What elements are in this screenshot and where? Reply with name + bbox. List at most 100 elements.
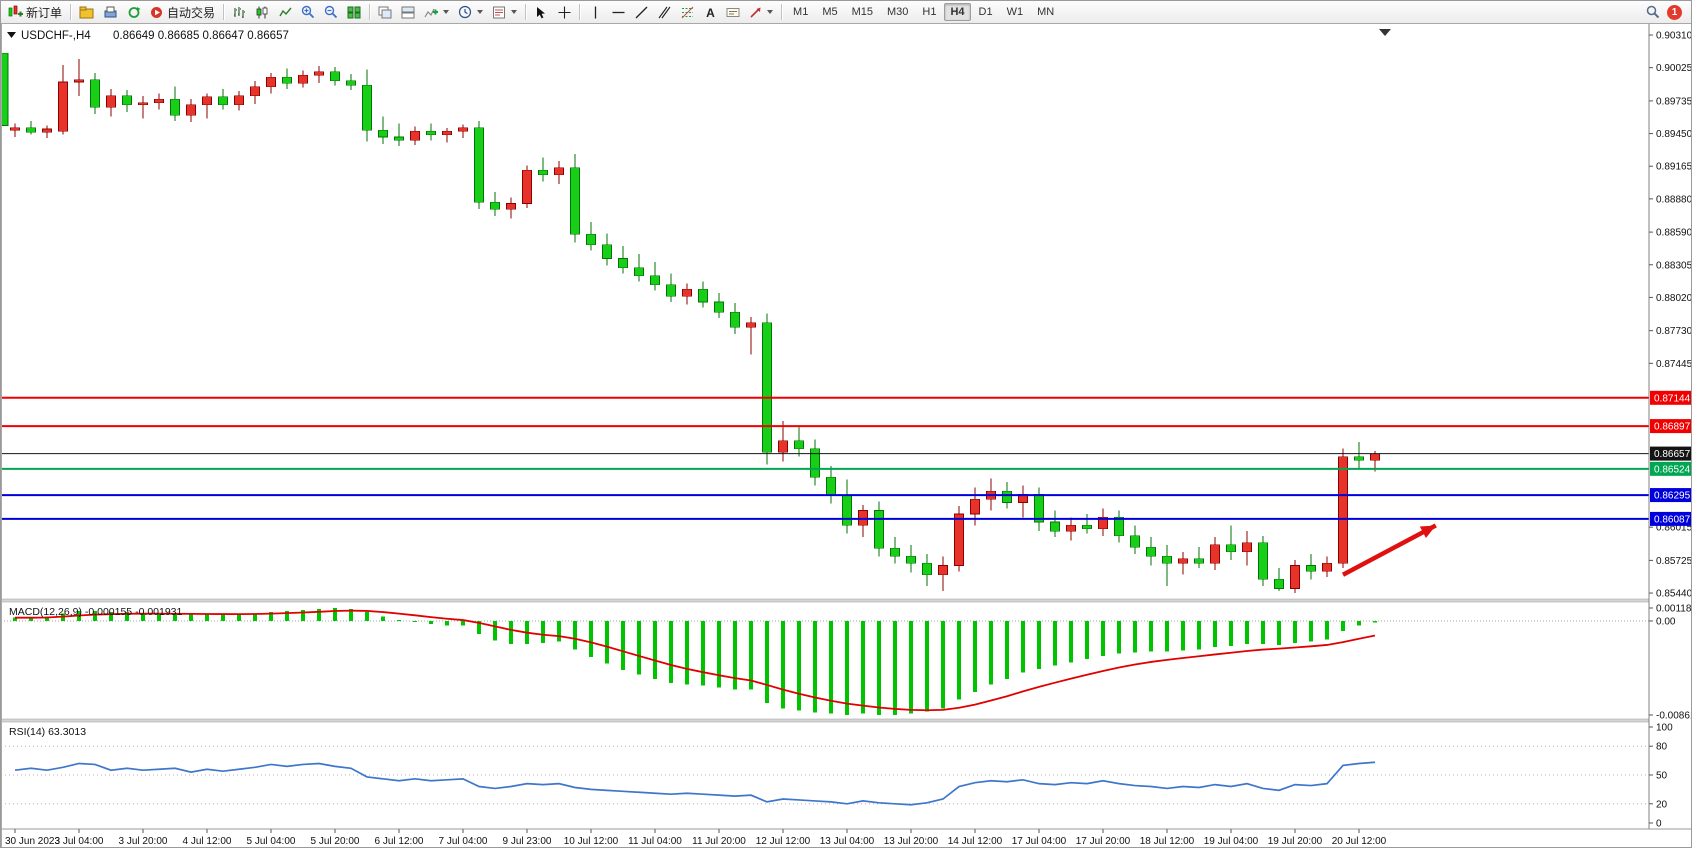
price-tag-label: 0.86087 — [1654, 514, 1691, 525]
candle — [746, 322, 756, 328]
price-axis-label: 0.89735 — [1656, 96, 1692, 107]
timeframe-button-H4[interactable]: H4 — [944, 3, 971, 21]
timeframe-button-MN[interactable]: MN — [1031, 3, 1060, 21]
horizontal-line-objects[interactable] — [1, 396, 1649, 520]
cursor-tool-button[interactable] — [530, 2, 552, 22]
zoom-out-button[interactable] — [320, 2, 342, 22]
autotrading-label: 自动交易 — [167, 5, 216, 20]
pane-separator[interactable] — [1, 718, 1692, 723]
cascade-windows-icon — [378, 6, 392, 18]
notification-badge[interactable]: 1 — [1667, 4, 1682, 20]
templates-dropdown-caret[interactable] — [511, 10, 518, 14]
arrows-dropdown-caret[interactable] — [767, 10, 774, 14]
tile-windows-button[interactable] — [343, 2, 365, 22]
candle — [666, 284, 676, 297]
search-button[interactable] — [1642, 2, 1664, 22]
chart-profile-button[interactable] — [75, 2, 98, 22]
crosshair-tool-button[interactable] — [553, 2, 575, 22]
chart-shift-marker[interactable] — [1379, 29, 1391, 36]
timeframe-button-D1[interactable]: D1 — [973, 3, 999, 21]
candle — [618, 258, 628, 268]
timeframe-button-H1[interactable]: H1 — [916, 3, 942, 21]
toolbar-separator — [525, 4, 527, 20]
price-tag-label: 0.86657 — [1654, 449, 1691, 460]
time-axis-label: 3 Jul 20:00 — [119, 836, 168, 847]
candle — [378, 129, 388, 138]
zoom-in-button[interactable] — [297, 2, 319, 22]
time-axis-label: 13 Jul 04:00 — [820, 836, 875, 847]
candle — [954, 513, 964, 566]
timeframe-button-M1[interactable]: M1 — [787, 3, 814, 21]
one-click-trading-toggle[interactable] — [7, 32, 16, 38]
macd-axis-label: -0.008615 — [1656, 711, 1692, 722]
macd-axis-label: 0.001187 — [1656, 604, 1692, 615]
text-label-tool-button[interactable] — [722, 2, 744, 22]
time-axis-label: 19 Jul 04:00 — [1204, 836, 1259, 847]
price-axis-label: 0.88020 — [1656, 293, 1692, 304]
candle — [218, 96, 228, 106]
toolbar-separator — [223, 4, 225, 20]
candlestick-chart-button[interactable] — [251, 2, 273, 22]
vertical-line-tool-button[interactable] — [584, 2, 606, 22]
trend-arrow[interactable] — [1341, 523, 1437, 577]
bar-chart-button[interactable] — [228, 2, 250, 22]
timeframe-button-M15[interactable]: M15 — [846, 3, 879, 21]
candle — [266, 77, 276, 87]
candle — [282, 77, 292, 84]
pane-separator[interactable] — [1, 598, 1692, 603]
candle — [58, 81, 68, 132]
candle — [1146, 546, 1156, 557]
toolbar-separator — [781, 4, 783, 20]
price-tag-0.86524: 0.86524 — [1650, 461, 1691, 476]
time-axis-label: 17 Jul 04:00 — [1012, 836, 1067, 847]
candle — [490, 202, 500, 210]
indicators-dropdown-caret[interactable] — [443, 10, 450, 14]
arrange-windows-button[interactable] — [397, 2, 419, 22]
candle — [730, 312, 740, 328]
rsi-axis-label: 20 — [1656, 799, 1668, 810]
timeframe-button-W1[interactable]: W1 — [1001, 3, 1030, 21]
text-tool-button[interactable]: A — [699, 2, 721, 22]
print-preview-button[interactable] — [99, 2, 122, 22]
zoom-out-icon — [324, 5, 338, 19]
periods-button[interactable] — [454, 2, 487, 22]
indicators-button[interactable] — [420, 2, 453, 22]
time-axis-label: 10 Jul 12:00 — [564, 836, 619, 847]
channel-tool-button[interactable] — [653, 2, 675, 22]
time-axis-label: 11 Jul 04:00 — [628, 836, 682, 847]
chart-frame — [1, 23, 1691, 847]
new-order-button[interactable]: 新订单 — [4, 2, 66, 22]
time-axis-label: 11 Jul 20:00 — [692, 836, 746, 847]
price-axis-label: 0.85440 — [1656, 589, 1692, 600]
price-axis-label: 0.88590 — [1656, 228, 1692, 239]
templates-button[interactable] — [488, 2, 521, 22]
price-tag-0.86897: 0.86897 — [1650, 419, 1691, 434]
cascade-windows-button[interactable] — [374, 2, 396, 22]
price-axis-label: 0.88305 — [1656, 260, 1692, 271]
candle — [330, 71, 340, 82]
autotrading-button[interactable]: 自动交易 — [146, 2, 219, 22]
candle — [1306, 565, 1316, 572]
price-tag-label: 0.86524 — [1654, 464, 1691, 475]
candle — [234, 95, 244, 106]
price-axis-label: 0.89450 — [1656, 129, 1692, 140]
timeframe-button-M5[interactable]: M5 — [816, 3, 843, 21]
fibonacci-tool-button[interactable] — [676, 2, 698, 22]
refresh-button[interactable] — [123, 2, 145, 22]
price-axis[interactable]: 0.90310 0.90025 0.89735 0.89450 0.89165 0.888… — [1648, 23, 1692, 830]
arrange-windows-icon — [401, 6, 415, 18]
candle — [810, 448, 820, 478]
trendline-tool-button[interactable] — [630, 2, 652, 22]
line-chart-button[interactable] — [274, 2, 296, 22]
chart-canvas[interactable]: 0.90310 0.90025 0.89735 0.89450 0.89165 0.888… — [1, 23, 1692, 848]
time-axis-label: 7 Jul 04:00 — [439, 836, 488, 847]
macd-signal-line — [15, 609, 1376, 712]
periods-dropdown-caret[interactable] — [477, 10, 484, 14]
arrows-tool-button[interactable] — [745, 2, 777, 22]
horizontal-line-tool-button[interactable] — [607, 2, 629, 22]
price-axis-label: 0.90310 — [1656, 31, 1692, 42]
timeframe-button-M30[interactable]: M30 — [881, 3, 914, 21]
trendline-icon — [635, 6, 647, 18]
